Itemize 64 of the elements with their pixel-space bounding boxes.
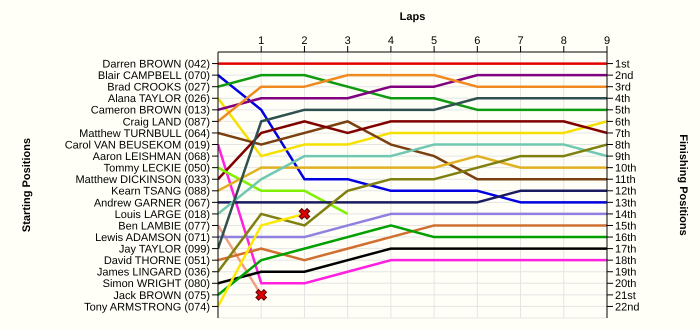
y2-tick-label: 12th xyxy=(615,186,636,198)
y2-tick-label: 15th xyxy=(615,220,636,232)
text: Matthew TURNBULL (064) xyxy=(79,128,210,140)
x-tick-label: 6 xyxy=(474,35,480,47)
x-tick-label: 9 xyxy=(604,35,610,47)
line-series xyxy=(218,224,607,262)
x-tick-label: 7 xyxy=(517,35,524,47)
y2-tick-label: 11th xyxy=(615,174,636,186)
line-series xyxy=(218,97,607,250)
line-series xyxy=(218,120,607,180)
text: Darren BROWN (042) xyxy=(102,58,210,70)
y2-tick-label: 4th xyxy=(615,93,630,106)
text: David THORNE (051) xyxy=(104,255,210,268)
text: Craig LAND (087) xyxy=(122,116,210,128)
text: Tommy LECKIE (050) xyxy=(104,162,210,175)
x-tick-label: 3 xyxy=(344,35,351,47)
y2-tick-label: 9th xyxy=(615,150,630,163)
y2-tick-label: 13th xyxy=(615,197,636,210)
text: Brad CROOKS (027) xyxy=(107,82,210,94)
y2-axis-title: Finishing Positions xyxy=(677,134,690,236)
text: Jack BROWN (075) xyxy=(113,290,210,302)
y2-tick-label: 6th xyxy=(615,116,630,128)
y2-tick-label: 5th xyxy=(615,104,630,117)
y2-tick-label: 2nd xyxy=(615,70,634,82)
y2-tick-label: 16th xyxy=(615,232,636,244)
y2-tick-label: 22nd xyxy=(615,301,640,314)
y2-tick-label: 18th xyxy=(615,255,636,268)
text: Cameron BROWN (013) xyxy=(90,104,210,117)
text: James LINGARD (036) xyxy=(96,266,210,279)
text: Alana TAYLOR (026) xyxy=(108,93,210,106)
y2-tick-label: 7th xyxy=(615,128,630,140)
y2-tick-label: 8th xyxy=(615,139,630,152)
line-series xyxy=(218,143,607,216)
y2-tick-label: 1st xyxy=(615,58,630,70)
y2-tick-label: 19th xyxy=(615,266,636,279)
y2-tick-label: 10th xyxy=(615,162,636,175)
text: Louis LARGE (018) xyxy=(114,208,210,221)
x-tick-label: 8 xyxy=(560,35,567,47)
x-axis-title: Laps xyxy=(400,10,426,23)
text: Matthew DICKINSON (033) xyxy=(76,174,210,186)
text: Starting Positions xyxy=(21,138,33,232)
text: Aaron LEISHMAN (068) xyxy=(92,150,210,163)
text: Carol VAN BEUSEKOM (019) xyxy=(64,139,210,152)
y2-tick-label: 3rd xyxy=(615,82,631,94)
x-tick-label: 5 xyxy=(431,35,438,47)
x-tick-label: 2 xyxy=(301,35,308,47)
y2-tick-label: 14th xyxy=(615,208,636,221)
text: Kearn TSANG (088) xyxy=(111,186,210,198)
x-tick-label: 4 xyxy=(388,35,394,47)
x-tick-label: 1 xyxy=(258,35,264,47)
line-series xyxy=(218,224,607,296)
text: Simon WRIGHT (080) xyxy=(102,278,210,290)
line-series xyxy=(218,74,607,204)
line-series xyxy=(218,97,607,158)
text: Ben LAMBIE (077) xyxy=(118,220,210,232)
y2-tick-label: 21st xyxy=(615,290,636,302)
line-series xyxy=(218,74,607,112)
text: Jay TAYLOR (099) xyxy=(118,244,210,256)
y2-tick-label: 20th xyxy=(615,278,636,290)
text: Andrew GARNER (067) xyxy=(94,197,210,210)
text: Tony ARMSTRONG (074) xyxy=(84,301,210,314)
text: Lewis ADAMSON (071) xyxy=(95,232,210,244)
y2-tick-label: 17th xyxy=(615,244,636,256)
text: Blair CAMPBELL (070) xyxy=(98,70,210,82)
